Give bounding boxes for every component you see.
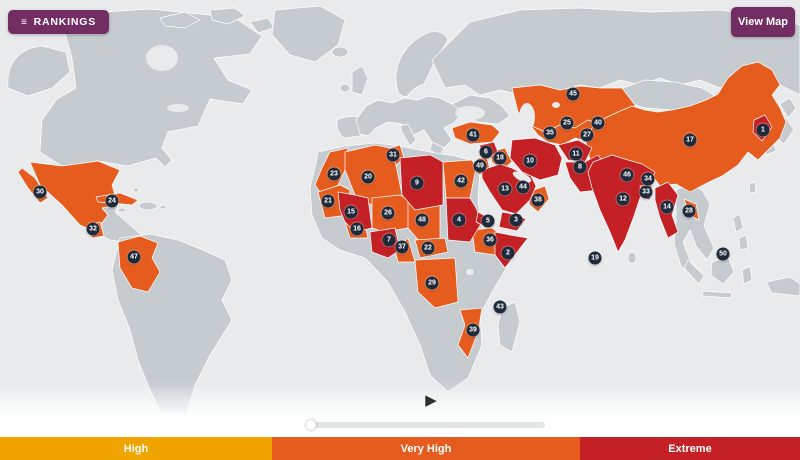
play-button[interactable]: ▶ [420,390,442,412]
rank-marker-1[interactable]: 1 [756,123,770,137]
timeline-slider[interactable] [306,420,545,430]
view-map-button[interactable]: View Map [731,7,795,37]
rankings-button-label: RANKINGS [33,16,97,28]
legend-segment-high: High [0,437,272,460]
rank-marker-34[interactable]: 34 [641,172,655,186]
rank-marker-47[interactable]: 47 [127,250,141,264]
rank-marker-42[interactable]: 42 [454,174,468,188]
rank-marker-3[interactable]: 3 [509,213,523,227]
rank-marker-12[interactable]: 12 [616,192,630,206]
rank-marker-29[interactable]: 29 [425,276,439,290]
rankings-button[interactable]: ≡ RANKINGS [8,10,110,34]
rank-marker-19[interactable]: 19 [588,251,602,265]
rank-marker-2[interactable]: 2 [501,246,515,260]
rank-marker-44[interactable]: 44 [516,180,530,194]
rank-marker-32[interactable]: 32 [86,222,100,236]
rank-marker-37[interactable]: 37 [395,240,409,254]
rank-marker-43[interactable]: 43 [493,300,507,314]
rank-marker-24[interactable]: 24 [105,194,119,208]
rank-marker-13[interactable]: 13 [498,182,512,196]
risk-legend: High Very High Extreme [0,437,800,460]
rank-marker-7[interactable]: 7 [382,233,396,247]
rank-marker-25[interactable]: 25 [560,116,574,130]
rank-marker-9[interactable]: 9 [410,176,424,190]
rank-marker-33[interactable]: 33 [639,185,653,199]
rank-marker-41[interactable]: 41 [466,128,480,142]
rank-marker-22[interactable]: 22 [421,241,435,255]
rank-marker-5[interactable]: 5 [481,214,495,228]
slider-handle[interactable] [306,420,316,430]
rank-marker-16[interactable]: 16 [350,222,364,236]
rank-marker-36[interactable]: 36 [483,233,497,247]
rank-marker-15[interactable]: 15 [344,205,358,219]
rank-marker-35[interactable]: 35 [543,126,557,140]
inland-seas [146,45,560,275]
rank-marker-4[interactable]: 4 [452,213,466,227]
legend-segment-extreme: Extreme [580,437,800,460]
legend-label-extreme: Extreme [668,442,712,455]
rank-marker-26[interactable]: 26 [381,206,395,220]
rank-marker-28[interactable]: 28 [682,204,696,218]
rank-marker-49[interactable]: 49 [473,159,487,173]
rank-marker-20[interactable]: 20 [361,170,375,184]
rank-marker-40[interactable]: 40 [591,116,605,130]
rank-marker-6[interactable]: 6 [479,145,493,159]
playback-controls: ▶ [0,390,800,437]
rank-marker-50[interactable]: 50 [716,247,730,261]
rank-marker-10[interactable]: 10 [523,154,537,168]
rank-marker-38[interactable]: 38 [531,193,545,207]
rank-marker-39[interactable]: 39 [466,323,480,337]
rank-marker-14[interactable]: 14 [660,200,674,214]
rank-marker-23[interactable]: 23 [327,167,341,181]
menu-icon: ≡ [21,16,28,28]
rank-marker-8[interactable]: 8 [573,160,587,174]
rank-marker-30[interactable]: 30 [33,185,47,199]
rank-marker-27[interactable]: 27 [580,128,594,142]
rank-marker-45[interactable]: 45 [566,87,580,101]
rank-marker-21[interactable]: 21 [321,194,335,208]
legend-label-high: High [123,442,149,455]
legend-segment-very-high: Very High [272,437,580,460]
rank-marker-48[interactable]: 48 [415,213,429,227]
rank-marker-17[interactable]: 17 [683,133,697,147]
legend-label-very-high: Very High [400,442,452,455]
rank-marker-46[interactable]: 46 [620,168,634,182]
markers-layer: 1 2 3 4 5 6 7 8 9 10 11 12 13 14 15 16 17 18 19 20 21 22 23 24 2… [33,87,770,337]
rank-marker-18[interactable]: 18 [493,151,507,165]
rank-marker-11[interactable]: 11 [569,147,583,161]
rank-marker-31[interactable]: 31 [386,148,400,162]
